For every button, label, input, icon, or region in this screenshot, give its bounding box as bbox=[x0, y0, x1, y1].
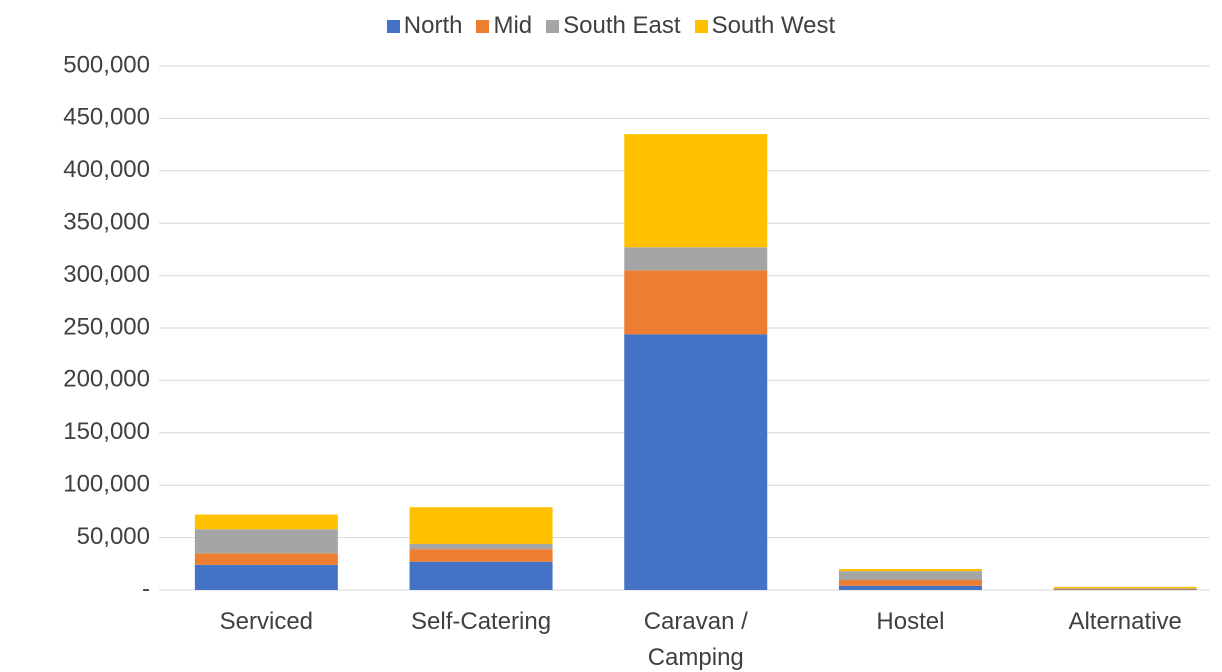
legend-label: South West bbox=[711, 12, 836, 39]
legend-item: South West bbox=[694, 12, 836, 40]
y-tick-label: 250,000 bbox=[63, 313, 150, 340]
y-tick-label: - bbox=[142, 575, 150, 602]
bar-segment bbox=[624, 334, 768, 590]
legend-swatch bbox=[546, 19, 560, 33]
y-tick-label: 50,000 bbox=[77, 523, 150, 550]
legend-item: North bbox=[386, 12, 463, 40]
x-tick-label: Serviced bbox=[219, 608, 314, 635]
x-tick-label: Alternative bbox=[1068, 608, 1182, 635]
y-tick-label: 400,000 bbox=[63, 156, 150, 183]
bar-segment bbox=[1053, 588, 1197, 590]
bar-segment bbox=[624, 134, 768, 248]
bar-segment bbox=[194, 514, 338, 530]
bar-segment bbox=[194, 564, 338, 590]
x-tick-label: Self-Catering bbox=[411, 608, 552, 635]
bar-segment bbox=[624, 270, 768, 335]
bar-segment bbox=[838, 569, 982, 572]
legend: North Mid South East South West bbox=[0, 12, 1222, 40]
bar-segment bbox=[409, 507, 553, 544]
x-tick-label: Hostel bbox=[876, 608, 945, 635]
legend-item: South East bbox=[546, 12, 681, 40]
legend-label: South East bbox=[563, 12, 681, 39]
y-tick-label: 450,000 bbox=[63, 104, 150, 131]
legend-swatch bbox=[476, 19, 490, 33]
y-tick-label: 350,000 bbox=[63, 209, 150, 236]
y-tick-label: 100,000 bbox=[63, 471, 150, 498]
y-tick-label: 150,000 bbox=[63, 418, 150, 445]
bar-segment bbox=[194, 553, 338, 565]
bar-segment bbox=[409, 549, 553, 562]
bar-segment bbox=[409, 543, 553, 550]
bar-segment bbox=[1053, 589, 1197, 590]
y-tick-label: 300,000 bbox=[63, 261, 150, 288]
bar-segment bbox=[1053, 586, 1197, 589]
bar-segment bbox=[1053, 588, 1197, 589]
bar-segment bbox=[409, 561, 553, 590]
legend-label: Mid bbox=[493, 12, 533, 39]
legend-item: Mid bbox=[476, 12, 532, 40]
bar-segment bbox=[194, 529, 338, 554]
bar-segment bbox=[838, 585, 982, 590]
bar-segment bbox=[838, 571, 982, 581]
x-tick-label: Caravan / Camping bbox=[643, 608, 748, 671]
y-tick-label: 500,000 bbox=[63, 51, 150, 78]
legend-swatch bbox=[694, 19, 708, 33]
bar-segment bbox=[624, 247, 768, 271]
legend-swatch bbox=[386, 19, 400, 33]
bar-segment bbox=[838, 580, 982, 586]
y-tick-label: 200,000 bbox=[63, 366, 150, 393]
legend-label: North bbox=[403, 12, 463, 39]
